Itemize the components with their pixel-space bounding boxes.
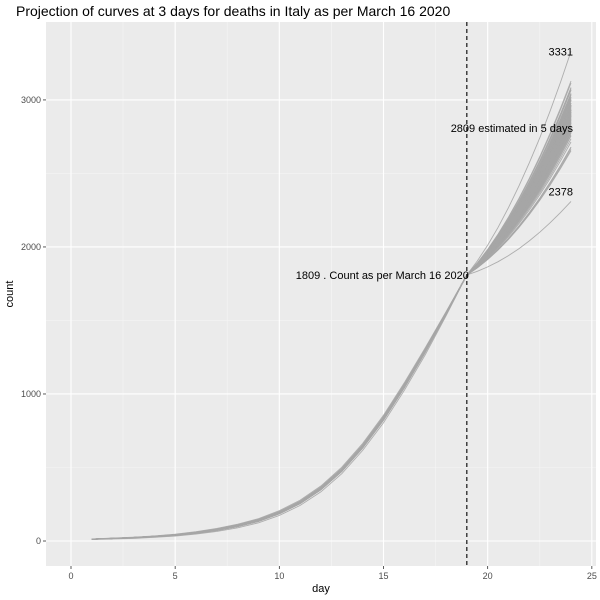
x-axis-title: day xyxy=(312,583,330,595)
annotations: 1809 . Count as per March 16 2020 3331 280… xyxy=(296,46,574,282)
x-tick-label: 15 xyxy=(378,571,388,581)
chart-title: Projection of curves at 3 days for death… xyxy=(16,3,451,19)
annotation-label: 3331 xyxy=(549,46,573,58)
projection-curve xyxy=(91,201,572,540)
y-tick-label: 3000 xyxy=(21,95,41,105)
y-tick-label: 2000 xyxy=(21,242,41,252)
grid-major xyxy=(46,22,596,566)
annotation-label: 2378 xyxy=(549,186,573,198)
x-tick-label: 5 xyxy=(173,571,178,581)
projection-curve xyxy=(91,135,572,540)
x-tick-label: 0 xyxy=(68,571,73,581)
projection-curve xyxy=(91,51,572,540)
x-tick-label: 10 xyxy=(274,571,284,581)
annotation-label: 2809 estimated in 5 days xyxy=(451,123,574,135)
grid-minor xyxy=(46,22,596,566)
projection-curve xyxy=(91,100,572,540)
projection-curves xyxy=(91,51,572,540)
annotation-label: 1809 . Count as per March 16 2020 xyxy=(296,270,469,282)
plot-panel xyxy=(46,22,596,566)
x-axis-ticks: 0 5 10 15 20 25 xyxy=(68,566,597,581)
y-axis-title: count xyxy=(4,281,16,308)
y-tick-label: 1000 xyxy=(21,389,41,399)
y-axis-ticks: 0 1000 2000 3000 xyxy=(21,95,46,546)
x-tick-label: 25 xyxy=(587,571,597,581)
x-tick-label: 20 xyxy=(483,571,493,581)
y-tick-label: 0 xyxy=(36,536,41,546)
